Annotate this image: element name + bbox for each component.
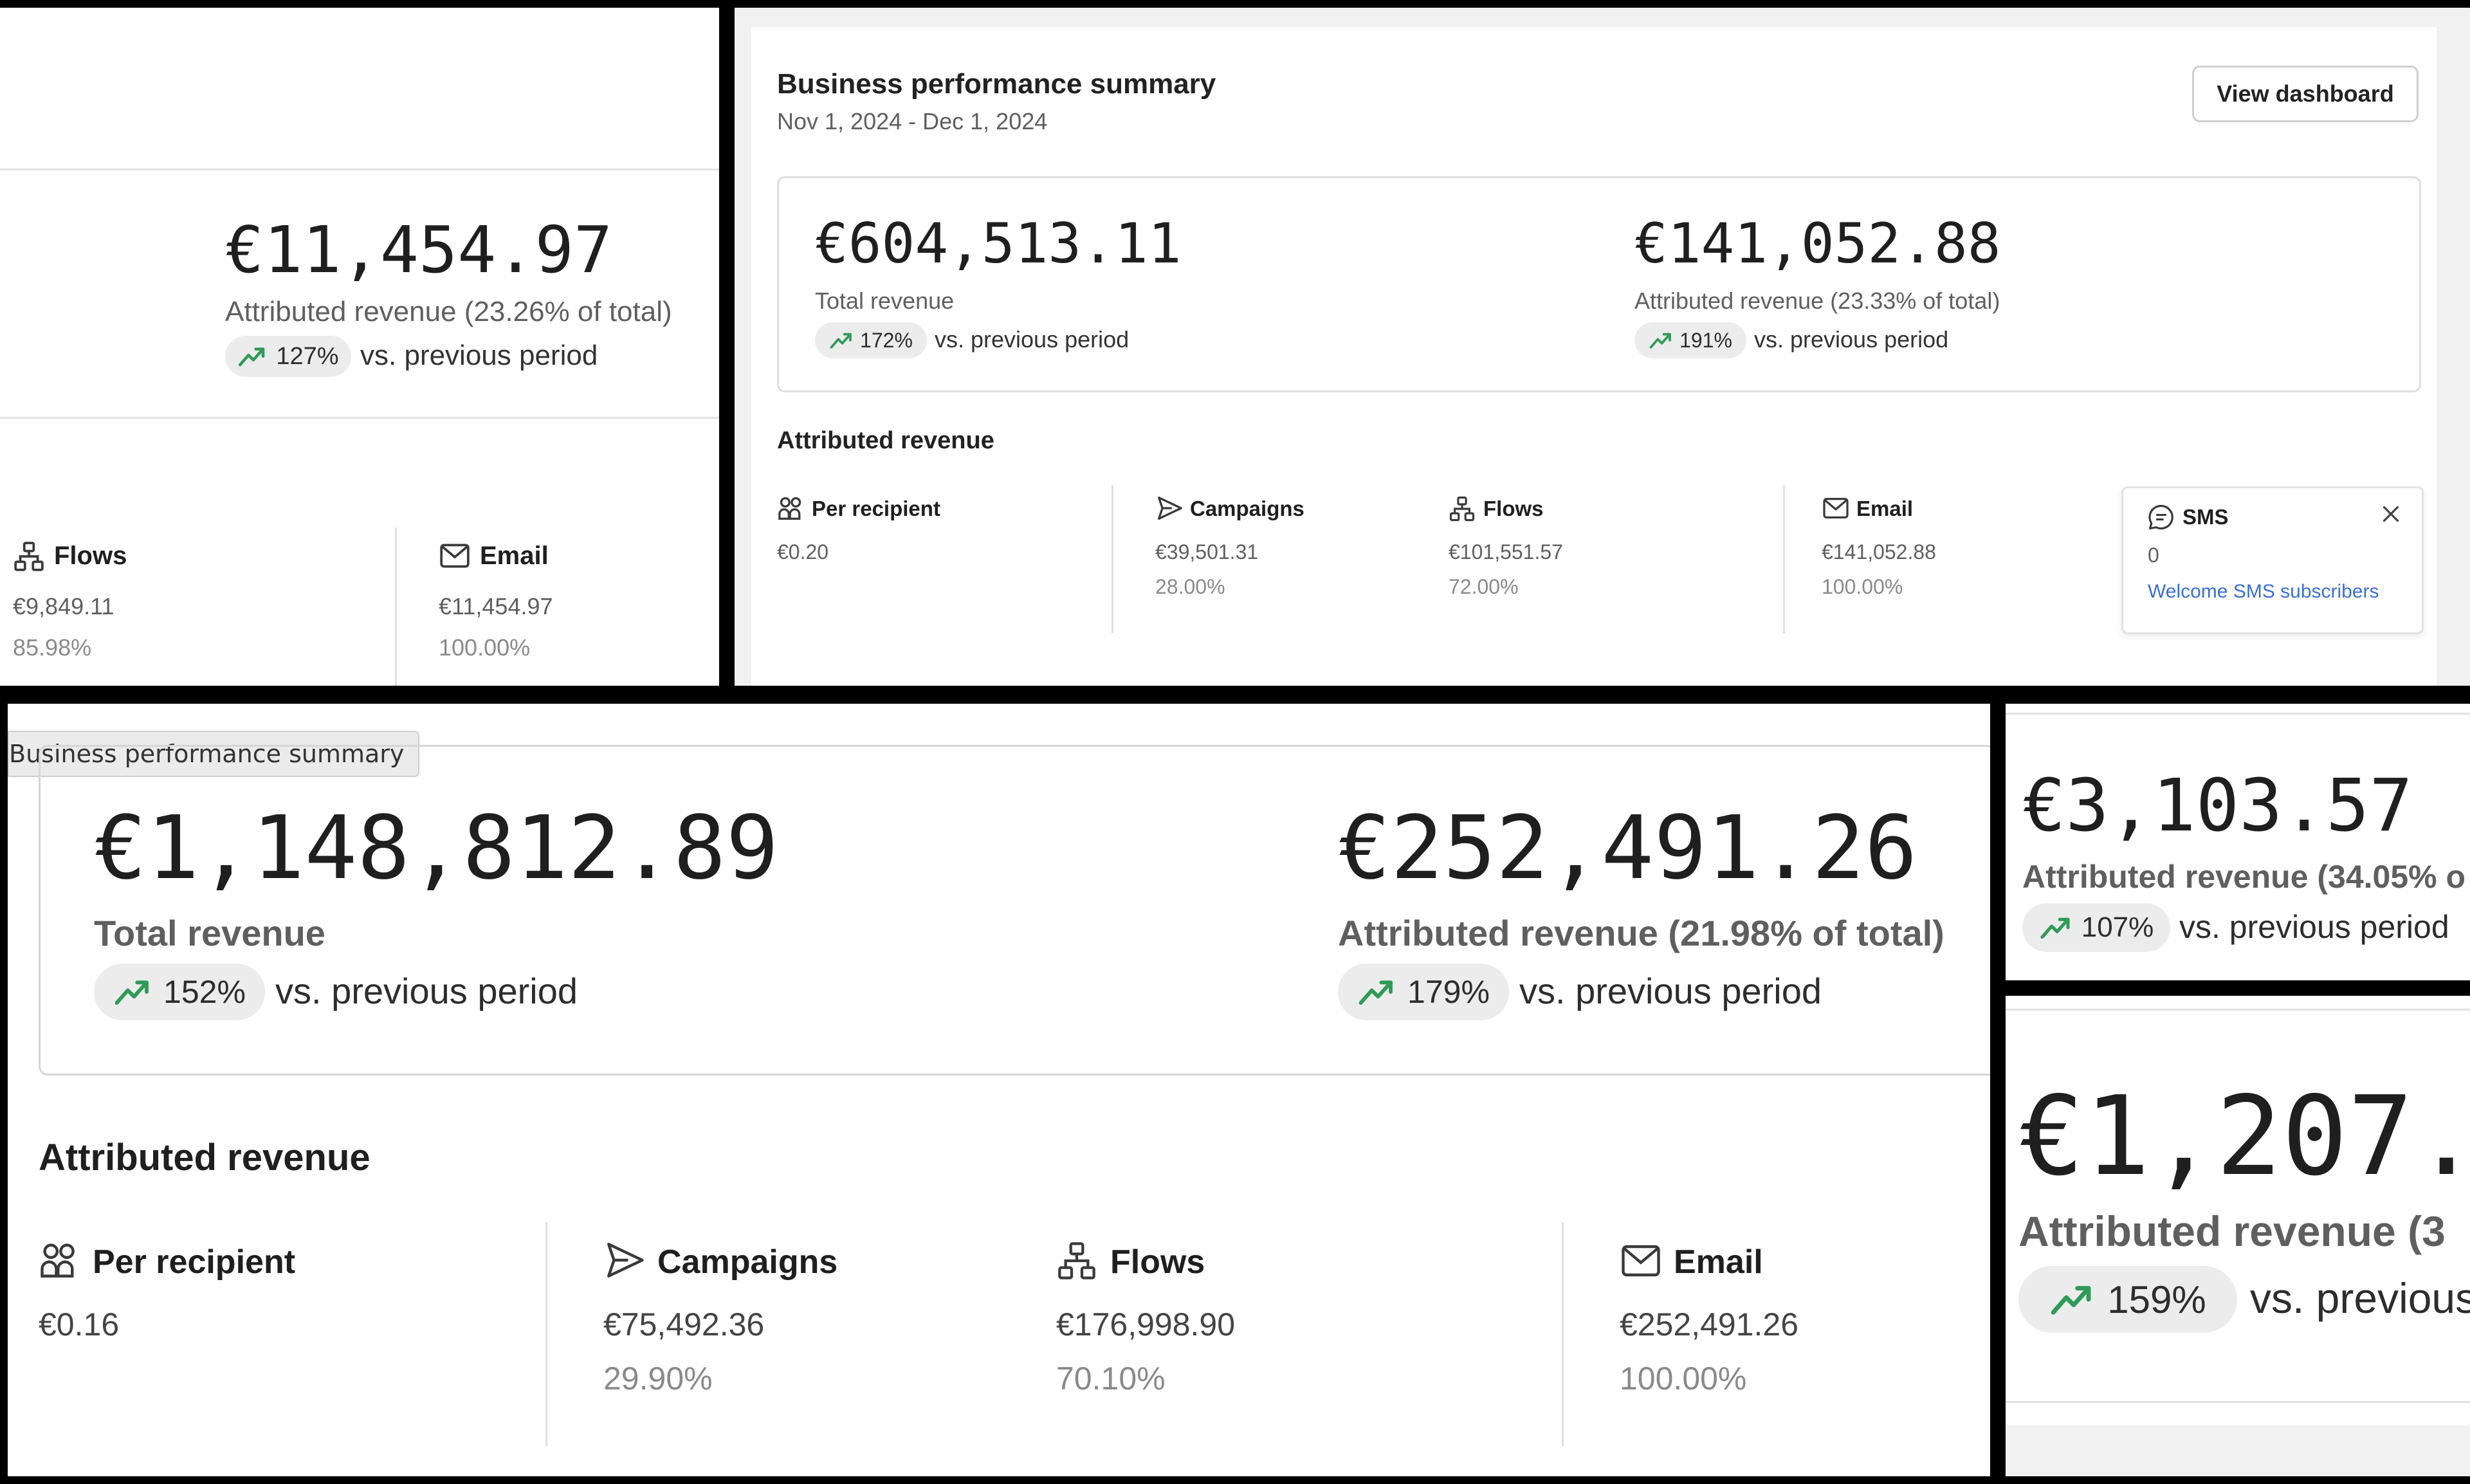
flows-icon bbox=[1449, 495, 1476, 522]
total-revenue-value: €604,513.11 bbox=[815, 212, 1182, 276]
tooltip: Business performance summary bbox=[8, 731, 420, 777]
sms-value: 0 bbox=[2148, 544, 2159, 567]
channel-value: €0.20 bbox=[777, 540, 829, 563]
campaigns-icon bbox=[603, 1240, 646, 1280]
channel-value: €39,501.31 bbox=[1155, 540, 1259, 563]
compare-text: vs. previous period bbox=[1754, 326, 1949, 353]
compare-text: vs. previous period bbox=[935, 326, 1130, 353]
section-title: Attributed revenue bbox=[777, 427, 994, 454]
channel-percent: 85.98% bbox=[13, 634, 92, 661]
attributed-revenue-label: Attributed revenue (23.26% of total) bbox=[225, 296, 672, 327]
channel-label: Flows bbox=[54, 542, 127, 570]
flows-icon bbox=[13, 540, 45, 573]
channel-percent: 72.00% bbox=[1449, 575, 1519, 598]
sms-label: SMS bbox=[2182, 505, 2229, 529]
close-icon[interactable] bbox=[2379, 502, 2402, 526]
attributed-revenue-label: Attributed revenue (21.98% of total) bbox=[1338, 913, 1944, 953]
change-badge: 107% bbox=[2022, 903, 2170, 952]
compare-text: vs. previous period bbox=[1519, 971, 1822, 1011]
compare-text: vs. previous period bbox=[360, 340, 598, 371]
change-percent: 172% bbox=[860, 328, 913, 352]
change-percent: 152% bbox=[163, 974, 246, 1010]
channel-percent: 100.00% bbox=[1822, 575, 1903, 598]
trend-up-icon bbox=[2039, 915, 2072, 940]
channel-percent: 100.00% bbox=[439, 634, 531, 661]
compare-text: vs. previous period bbox=[275, 971, 578, 1011]
channel-label: Per recipient bbox=[812, 497, 940, 520]
channel-value: €141,052.88 bbox=[1822, 540, 1936, 563]
per-recipient-icon bbox=[39, 1240, 81, 1280]
channel-value: €75,492.36 bbox=[603, 1306, 765, 1342]
trend-up-icon bbox=[1649, 331, 1673, 349]
channel-label: Email bbox=[480, 542, 549, 570]
panel-c-business-summary-zoom: Business performance summary €1,148,812.… bbox=[8, 704, 1990, 1476]
channel-label: Per recipient bbox=[93, 1243, 296, 1281]
total-change-badge: 152% bbox=[94, 964, 265, 1020]
total-revenue-value: €1,148,812.89 bbox=[94, 798, 779, 899]
total-change-badge: 172% bbox=[815, 322, 927, 358]
change-percent: 159% bbox=[2107, 1278, 2206, 1321]
attributed-change-badge: 179% bbox=[1338, 964, 1509, 1020]
email-icon bbox=[439, 542, 471, 570]
channel-label: Email bbox=[1674, 1243, 1763, 1281]
section-title: Attributed revenue bbox=[39, 1137, 370, 1178]
attributed-change-badge: 191% bbox=[1634, 322, 1746, 358]
email-icon bbox=[1620, 1243, 1662, 1279]
sms-card[interactable]: SMS 0 Welcome SMS subscribers bbox=[2121, 486, 2424, 634]
compare-text: vs. previous bbox=[2250, 1274, 2470, 1322]
change-percent: 179% bbox=[1407, 974, 1490, 1010]
channel-percent: 100.00% bbox=[1620, 1360, 1747, 1397]
trend-up-icon bbox=[1357, 978, 1396, 1006]
attributed-revenue-value: €252,491.26 bbox=[1338, 798, 1917, 899]
page-title: Business performance summary bbox=[777, 68, 1216, 100]
total-revenue-label: Total revenue bbox=[94, 913, 325, 953]
panel-a-revenue-card: €11,454.97 Attributed revenue (23.26% of… bbox=[0, 8, 719, 686]
attributed-revenue-value: €11,454.97 bbox=[225, 212, 613, 288]
sms-icon bbox=[2148, 504, 2175, 531]
channel-value: €252,491.26 bbox=[1620, 1306, 1799, 1342]
panel-b-business-summary: Business performance summary Nov 1, 2024… bbox=[735, 8, 2470, 686]
channel-percent: 70.10% bbox=[1056, 1360, 1166, 1397]
channel-percent: 29.90% bbox=[603, 1360, 713, 1397]
campaigns-icon bbox=[1155, 495, 1184, 521]
view-dashboard-button[interactable]: View dashboard bbox=[2192, 66, 2419, 122]
channel-value: €11,454.97 bbox=[439, 593, 553, 619]
attributed-revenue-label: Attributed revenue (3 bbox=[2018, 1207, 2446, 1255]
welcome-sms-link[interactable]: Welcome SMS subscribers bbox=[2148, 581, 2379, 602]
attributed-revenue-label: Attributed revenue (23.33% of total) bbox=[1634, 288, 2000, 314]
revenue-summary-box bbox=[39, 745, 1990, 1076]
channel-label: Campaigns bbox=[657, 1243, 838, 1281]
trend-up-icon bbox=[2049, 1283, 2094, 1316]
channel-label: Flows bbox=[1483, 497, 1544, 520]
channel-value: €101,551.57 bbox=[1449, 540, 1563, 563]
flows-icon bbox=[1056, 1240, 1097, 1281]
change-badge: 159% bbox=[2018, 1266, 2237, 1333]
channel-percent: 28.00% bbox=[1155, 575, 1225, 598]
trend-up-icon bbox=[237, 345, 267, 367]
change-badge: 127% bbox=[225, 336, 351, 377]
attributed-revenue-value: €3,103.57 bbox=[2022, 764, 2413, 848]
channel-label: Campaigns bbox=[1190, 497, 1304, 520]
total-revenue-label: Total revenue bbox=[815, 288, 955, 314]
change-percent: 191% bbox=[1679, 328, 1732, 352]
revenue-summary-box: €604,513.11 Total revenue 172% vs. previ… bbox=[777, 176, 2421, 392]
email-icon bbox=[1822, 497, 1850, 520]
per-recipient-icon bbox=[777, 495, 805, 521]
attributed-revenue-label: Attributed revenue (34.05% o bbox=[2022, 859, 2466, 895]
channel-value: €0.16 bbox=[39, 1306, 120, 1342]
panel-d-attributed-card: €3,103.57 Attributed revenue (34.05% o 1… bbox=[2006, 704, 2470, 980]
compare-text: vs. previous period bbox=[2179, 909, 2449, 945]
change-percent: 127% bbox=[276, 342, 339, 370]
attributed-revenue-value: €1,207.5 bbox=[2018, 1073, 2470, 1200]
channel-value: €176,998.90 bbox=[1056, 1306, 1236, 1342]
date-range: Nov 1, 2024 - Dec 1, 2024 bbox=[777, 108, 1048, 134]
panel-e-attributed-card: €1,207.5 Attributed revenue (3 159% vs. … bbox=[2006, 996, 2470, 1476]
change-percent: 107% bbox=[2081, 911, 2154, 943]
channel-label: Flows bbox=[1110, 1243, 1205, 1281]
trend-up-icon bbox=[113, 978, 152, 1006]
trend-up-icon bbox=[829, 331, 854, 349]
channel-value: €9,849.11 bbox=[13, 593, 114, 619]
channel-label: Email bbox=[1856, 497, 1914, 520]
attributed-revenue-value: €141,052.88 bbox=[1634, 212, 2001, 276]
